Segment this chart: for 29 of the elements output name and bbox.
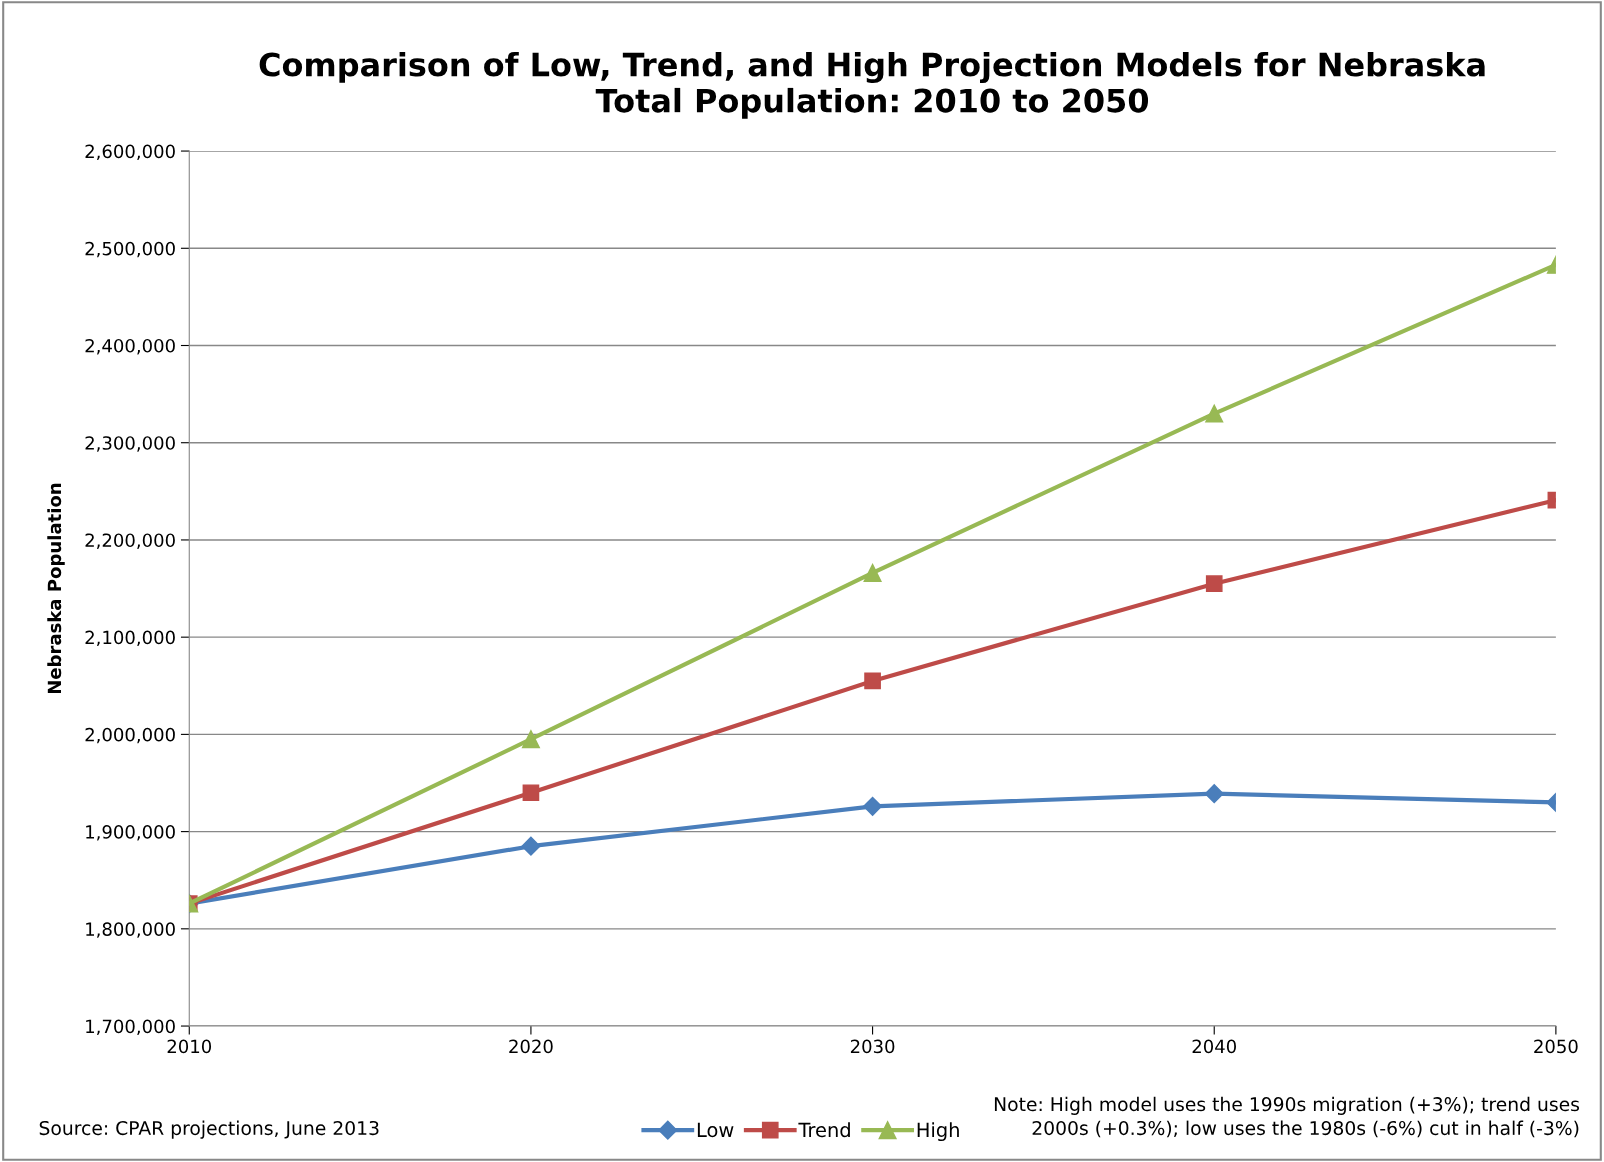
x-tick-label: 2050 <box>1534 1039 1578 1054</box>
text: Note: High model uses the 1990s migration (+3%); trend uses 2000s (+0.3%); low uses the 1980s (-6%) cut in half (-3%) <box>994 1096 1580 1138</box>
x-tick-label: 2010 <box>167 1039 212 1054</box>
point <box>522 784 540 802</box>
legend-label: Low <box>697 1122 734 1138</box>
y-tick-label: 2,400,000 <box>85 338 175 355</box>
chart-title: Comparison of Low, Trend, and High Projection Models for Nebraska Total Population: 2010 to 2050 <box>259 51 1485 119</box>
x-tick-label: 2020 <box>509 1039 553 1054</box>
y-tick-label: 2,100,000 <box>85 630 175 647</box>
x-tick-label: 2040 <box>1192 1039 1236 1054</box>
point <box>1204 784 1224 804</box>
y-tick-label: 1,900,000 <box>86 825 175 841</box>
y-tick-label: 2,200,000 <box>85 533 175 549</box>
point <box>863 796 883 816</box>
legend-label: Trend <box>798 1122 850 1138</box>
point <box>863 563 882 583</box>
point <box>864 672 881 690</box>
y-tick-label: 1,800,000 <box>86 922 175 938</box>
y-tick-label: 2,300,000 <box>85 436 175 452</box>
point <box>1205 575 1223 593</box>
y-axis-title: Nebraska Population <box>47 483 65 694</box>
source-note: Source: CPAR projections, June 2013 <box>39 1120 379 1139</box>
y-tick-label: 2,000,000 <box>85 727 175 744</box>
y-tick-label: 1,700,000 <box>86 1019 175 1035</box>
x-tick-label: 2030 <box>850 1039 895 1054</box>
point <box>521 836 541 856</box>
y-tick-label: 2,500,000 <box>85 241 175 258</box>
legend-label: High <box>917 1122 959 1142</box>
y-tick-label: 2,600,000 <box>85 144 175 161</box>
